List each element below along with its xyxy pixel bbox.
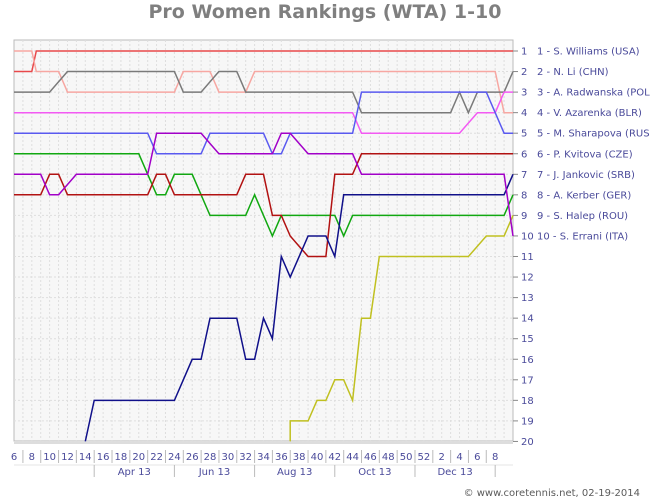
x-tick-label: 6 xyxy=(474,452,480,463)
y-tick-label: 18 xyxy=(521,396,534,407)
x-tick-label: 44 xyxy=(346,452,359,463)
y-tick-label: 5 xyxy=(521,129,527,140)
chart-title: Pro Women Rankings (WTA) 1-10 xyxy=(149,1,502,23)
series-line xyxy=(84,174,514,442)
player-label: 3 - A. Radwanska (POL) xyxy=(537,88,650,99)
y-tick-label: 7 xyxy=(521,170,527,181)
x-tick-label: 16 xyxy=(97,452,110,463)
month-label: Apr 13 xyxy=(118,467,151,478)
y-tick-label: 20 xyxy=(521,437,534,448)
x-tick-label: 8 xyxy=(492,452,498,463)
x-tick-label: 6 xyxy=(11,452,17,463)
y-tick-label: 19 xyxy=(521,416,534,427)
x-tick-label: 28 xyxy=(204,452,217,463)
y-tick-label: 6 xyxy=(521,149,527,160)
y-tick-label: 4 xyxy=(521,108,527,119)
x-tick-label: 34 xyxy=(257,452,270,463)
y-tick-label: 13 xyxy=(521,293,534,304)
month-label: Jun 13 xyxy=(198,467,231,478)
series-lines xyxy=(14,50,514,442)
x-tick-label: 36 xyxy=(275,452,288,463)
x-tick-label: 32 xyxy=(239,452,252,463)
player-label: 10 - S. Errani (ITA) xyxy=(537,231,628,242)
x-tick-label: 18 xyxy=(115,452,128,463)
series-line xyxy=(289,215,514,442)
x-tick-label: 30 xyxy=(221,452,234,463)
y-tick-label: 17 xyxy=(521,375,534,386)
y-tick-label: 12 xyxy=(521,273,534,284)
player-label: 1 - S. Williams (USA) xyxy=(537,47,640,58)
y-tick-label: 8 xyxy=(521,190,527,201)
y-tick-label: 14 xyxy=(521,314,534,325)
x-tick-label: 8 xyxy=(29,452,35,463)
y-tick-label: 10 xyxy=(521,231,534,242)
x-tick-label: 50 xyxy=(400,452,413,463)
player-label: 5 - M. Sharapova (RUS) xyxy=(537,129,650,140)
x-tick-label: 26 xyxy=(186,452,199,463)
series-line xyxy=(14,50,513,114)
y-tick-label: 2 xyxy=(521,67,527,78)
y-tick-label: 11 xyxy=(521,252,534,263)
y-tick-label: 3 xyxy=(521,88,527,99)
player-label: 7 - J. Jankovic (SRB) xyxy=(537,170,635,181)
x-tick-label: 48 xyxy=(382,452,395,463)
series-line xyxy=(14,153,513,258)
x-tick-label: 42 xyxy=(328,452,341,463)
player-label: 9 - S. Halep (ROU) xyxy=(537,211,628,222)
series-line xyxy=(14,70,514,115)
x-tick-label: 10 xyxy=(43,452,56,463)
x-tick-label: 12 xyxy=(61,452,74,463)
x-tick-label: 24 xyxy=(168,452,181,463)
credit-text: © www.coretennis.net, 02-19-2014 xyxy=(464,488,640,499)
x-tick-label: 20 xyxy=(132,452,145,463)
month-label: Oct 13 xyxy=(358,467,391,478)
series-line xyxy=(14,153,514,238)
x-tick-label: 4 xyxy=(456,452,462,463)
x-tick-label: 22 xyxy=(150,452,163,463)
x-tick-label: 38 xyxy=(293,452,306,463)
x-tick-label: 52 xyxy=(418,452,431,463)
x-tick-label: 40 xyxy=(311,452,324,463)
player-label: 2 - N. Li (CHN) xyxy=(537,67,609,78)
y-tick-label: 15 xyxy=(521,334,534,345)
x-tick-label: 46 xyxy=(364,452,377,463)
player-label: 8 - A. Kerber (GER) xyxy=(537,190,631,201)
series-line xyxy=(14,91,513,134)
x-tick-label: 2 xyxy=(439,452,445,463)
player-labels: 1 - S. Williams (USA) 2 - N. Li (CHN) 3 - … xyxy=(537,47,650,243)
y-tick-label: 16 xyxy=(521,355,534,366)
x-tick-label: 14 xyxy=(79,452,92,463)
month-label: Aug 13 xyxy=(277,467,312,478)
y-tick-label: 1 xyxy=(521,47,527,58)
series-line xyxy=(14,132,514,237)
player-label: 6 - P. Kvitova (CZE) xyxy=(537,149,633,160)
series-line xyxy=(14,91,513,155)
x-tick-labels: 6 8 10 12 14 16 18 20 22 24 26 28 30 32 34 36 38 40 42 44 46… xyxy=(11,442,513,463)
player-label: 4 - V. Azarenka (BLR) xyxy=(537,108,642,119)
month-labels: Apr 13 Jun 13 Aug 13 Oct 13 Dec 13 xyxy=(14,464,513,478)
y-tick-label: 9 xyxy=(521,211,527,222)
month-label: Dec 13 xyxy=(437,467,472,478)
